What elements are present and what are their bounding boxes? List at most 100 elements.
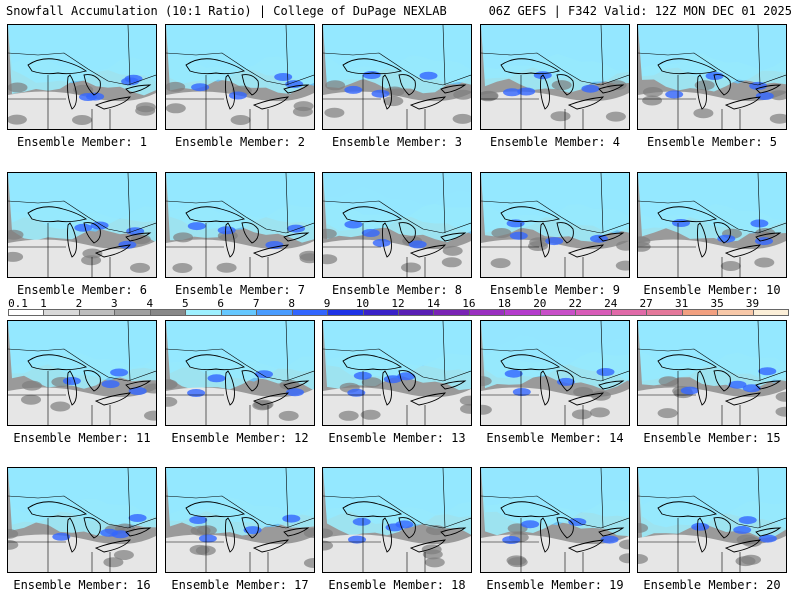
snowfall-map-graphic (481, 25, 629, 129)
legend-color-cell (43, 309, 80, 316)
snowfall-map-graphic (638, 468, 786, 572)
ensemble-member-map (165, 467, 315, 573)
legend-color-cell (610, 309, 648, 316)
legend-color-cell (78, 309, 116, 316)
legend-tick-label: 31 (675, 297, 689, 310)
legend-color-cell (468, 309, 506, 316)
snowfall-map-graphic (8, 321, 156, 425)
legend-color-cell (114, 309, 151, 316)
ensemble-member-map (165, 172, 315, 278)
snowfall-map-graphic (323, 173, 471, 277)
legend-tick-label: 2 (75, 297, 83, 310)
snowfall-map-graphic (8, 25, 156, 129)
legend-tick-label: 14 (426, 297, 441, 310)
legend-tick-label: 24 (604, 297, 618, 310)
legend-tick-label: 39 (745, 297, 760, 310)
legend-color-cell (256, 309, 293, 316)
snowfall-map-graphic (481, 468, 629, 572)
ensemble-member-map (480, 24, 630, 130)
legend-tick-label: 27 (639, 297, 653, 310)
snowfall-map-graphic (638, 25, 786, 129)
legend-color-cell (504, 309, 541, 316)
legend-tick-label: 1 (40, 297, 47, 310)
ensemble-member-label: Ensemble Member: 1 (16, 135, 148, 149)
legend-tick-label: 3 (111, 297, 118, 310)
ensemble-member-map (637, 172, 787, 278)
snowfall-map-graphic (323, 468, 471, 572)
legend-color-cell (291, 309, 329, 316)
ensemble-member-map (7, 467, 157, 573)
snowfall-map-graphic (8, 468, 156, 572)
snowfall-map-graphic (166, 25, 314, 129)
ensemble-member-map (165, 320, 315, 426)
ensemble-member-label: Ensemble Member: 16 (13, 578, 151, 592)
snowfall-legend: 0.1 1 2 3 4 5 6 7 8 9 10 12 14 16 18 20 22 24 27 31 35 39 (8, 297, 789, 318)
snowfall-map-graphic (323, 321, 471, 425)
valid-time: 06Z GEFS | F342 Valid: 12Z MON DEC 01 20… (488, 4, 792, 18)
snowfall-map-graphic (166, 173, 314, 277)
legend-color-cell (681, 309, 719, 316)
legend-color-cell (362, 309, 399, 316)
ensemble-member-label: Ensemble Member: 14 (486, 431, 624, 445)
legend-tick-label: 5 (181, 297, 189, 310)
snowfall-map-graphic (481, 173, 629, 277)
legend-tick-label: 7 (252, 297, 260, 310)
ensemble-member-map (165, 24, 315, 130)
ensemble-member-map (7, 172, 157, 278)
legend-tick-label: 12 (391, 297, 405, 310)
legend-tick-label: 10 (355, 297, 370, 310)
ensemble-member-label: Ensemble Member: 10 (643, 283, 781, 297)
legend-tick-label: 4 (146, 297, 154, 310)
ensemble-member-map (7, 24, 157, 130)
ensemble-member-label: Ensemble Member: 20 (643, 578, 781, 592)
legend-tick-label: 9 (323, 297, 331, 310)
ensemble-member-map (637, 24, 787, 130)
ensemble-member-label: Ensemble Member: 4 (489, 135, 621, 149)
ensemble-member-label: Ensemble Member: 19 (486, 578, 624, 592)
ensemble-member-map (637, 467, 787, 573)
snowfall-map-graphic (481, 321, 629, 425)
ensemble-member-map (480, 467, 630, 573)
ensemble-member-map (637, 320, 787, 426)
legend-color-cell (327, 309, 364, 316)
ensemble-member-label: Ensemble Member: 6 (16, 283, 148, 297)
ensemble-member-label: Ensemble Member: 17 (171, 578, 309, 592)
ensemble-member-label: Ensemble Member: 2 (174, 135, 306, 149)
legend-tick-label: 35 (710, 297, 724, 310)
snowfall-map-graphic (166, 321, 314, 425)
ensemble-member-label: Ensemble Member: 5 (646, 135, 778, 149)
snowfall-map-graphic (8, 173, 156, 277)
legend-color-cell (8, 309, 45, 316)
legend-color-cell (149, 309, 187, 316)
legend-tick-label: 22 (568, 297, 582, 310)
ensemble-member-map (322, 467, 472, 573)
map-title: Snowfall Accumulation (10:1 Ratio) | Col… (6, 4, 447, 18)
snowfall-map-graphic (638, 173, 786, 277)
ensemble-member-label: Ensemble Member: 9 (489, 283, 621, 297)
ensemble-member-label: Ensemble Member: 7 (174, 283, 306, 297)
legend-color-cell (220, 309, 258, 316)
ensemble-member-map (322, 320, 472, 426)
legend-color-cell (717, 309, 754, 316)
ensemble-member-map (480, 320, 630, 426)
legend-color-cell (752, 309, 789, 316)
legend-tick-label: 16 (462, 297, 476, 310)
legend-color-cell (433, 309, 470, 316)
ensemble-member-label: Ensemble Member: 12 (171, 431, 309, 445)
legend-color-cell (575, 309, 612, 316)
snowfall-map-graphic (638, 321, 786, 425)
ensemble-member-label: Ensemble Member: 18 (328, 578, 466, 592)
ensemble-member-map (7, 320, 157, 426)
ensemble-member-label: Ensemble Member: 8 (331, 283, 463, 297)
legend-tick-label: 8 (288, 297, 295, 310)
legend-color-cell (185, 309, 222, 316)
ensemble-member-label: Ensemble Member: 13 (328, 431, 466, 445)
ensemble-member-label: Ensemble Member: 15 (643, 431, 781, 445)
legend-color-cell (539, 309, 577, 316)
ensemble-member-map (322, 172, 472, 278)
legend-tick-label: 18 (497, 297, 511, 310)
legend-tick-label: 20 (533, 297, 547, 310)
snowfall-map-graphic (323, 25, 471, 129)
ensemble-member-map (480, 172, 630, 278)
legend-color-cell (398, 309, 435, 316)
